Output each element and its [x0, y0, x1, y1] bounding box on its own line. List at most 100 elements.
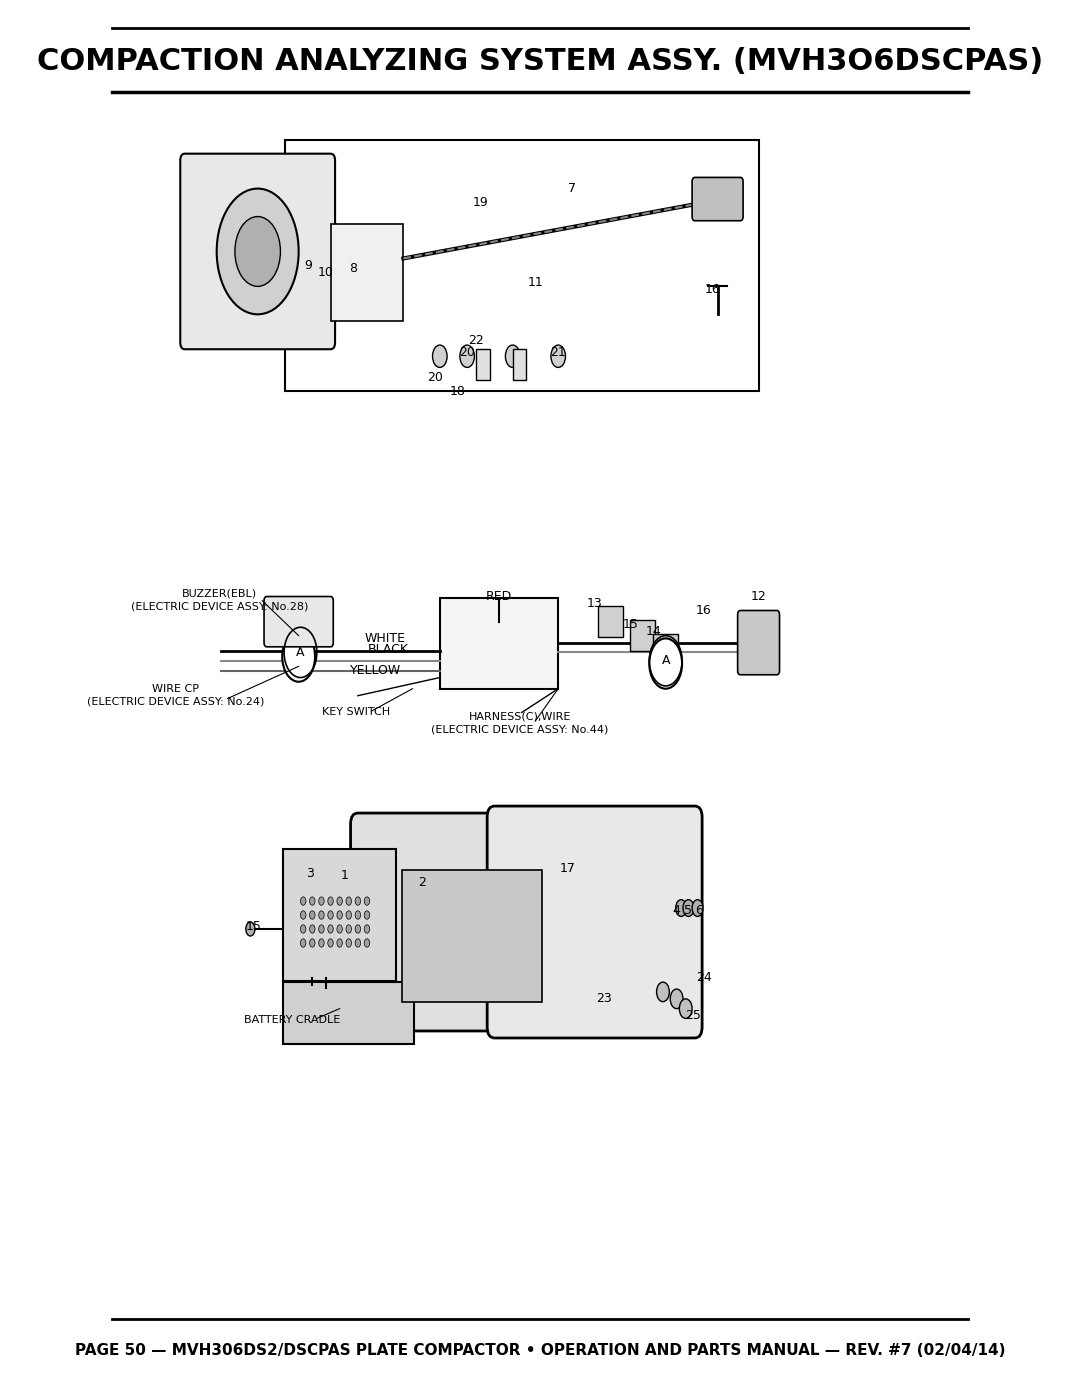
Text: 10: 10: [318, 265, 334, 279]
Text: (ELECTRIC DEVICE ASSY: No.44): (ELECTRIC DEVICE ASSY: No.44): [431, 724, 609, 735]
Text: BUZZER(EBL): BUZZER(EBL): [181, 588, 257, 599]
FancyBboxPatch shape: [598, 606, 623, 637]
Text: 16: 16: [697, 604, 712, 617]
Text: HARNESS(C),WIRE: HARNESS(C),WIRE: [469, 711, 571, 722]
Text: RED: RED: [486, 590, 512, 604]
Text: BATTERY CRADLE: BATTERY CRADLE: [244, 1014, 340, 1025]
Text: 20: 20: [459, 345, 475, 359]
Circle shape: [355, 939, 361, 947]
Circle shape: [217, 189, 299, 314]
Circle shape: [310, 925, 315, 933]
Circle shape: [319, 939, 324, 947]
Circle shape: [300, 939, 306, 947]
FancyBboxPatch shape: [738, 610, 780, 675]
Text: 17: 17: [559, 862, 576, 876]
Text: COMPACTION ANALYZING SYSTEM ASSY. (MVH3O6DSCPAS): COMPACTION ANALYZING SYSTEM ASSY. (MVH3O…: [37, 47, 1043, 75]
Circle shape: [310, 911, 315, 919]
Circle shape: [364, 897, 369, 905]
FancyBboxPatch shape: [283, 982, 415, 1044]
Text: 12: 12: [751, 590, 767, 604]
FancyBboxPatch shape: [692, 177, 743, 221]
Text: 5: 5: [685, 904, 692, 918]
FancyBboxPatch shape: [487, 806, 702, 1038]
FancyBboxPatch shape: [440, 598, 558, 689]
FancyBboxPatch shape: [264, 597, 334, 647]
Text: WHITE: WHITE: [365, 631, 406, 645]
Text: 19: 19: [473, 196, 488, 210]
Text: 16: 16: [705, 282, 721, 296]
Circle shape: [300, 897, 306, 905]
Circle shape: [310, 897, 315, 905]
Text: WIRE CP: WIRE CP: [152, 683, 199, 694]
Circle shape: [346, 897, 351, 905]
Circle shape: [246, 922, 255, 936]
FancyBboxPatch shape: [283, 849, 396, 981]
Circle shape: [337, 897, 342, 905]
Circle shape: [649, 638, 683, 689]
Circle shape: [692, 900, 703, 916]
Circle shape: [282, 631, 315, 682]
Text: 18: 18: [450, 384, 465, 398]
Circle shape: [310, 939, 315, 947]
Text: 20: 20: [428, 370, 443, 384]
Circle shape: [671, 989, 683, 1009]
FancyBboxPatch shape: [476, 349, 490, 380]
Circle shape: [505, 345, 519, 367]
FancyBboxPatch shape: [402, 870, 542, 1002]
Circle shape: [460, 345, 474, 367]
FancyBboxPatch shape: [351, 813, 684, 1031]
Circle shape: [337, 911, 342, 919]
Circle shape: [676, 900, 687, 916]
Text: KEY SWITCH: KEY SWITCH: [322, 707, 390, 718]
Circle shape: [328, 925, 334, 933]
Text: 23: 23: [596, 992, 611, 1006]
Circle shape: [337, 925, 342, 933]
Circle shape: [355, 897, 361, 905]
Text: 25: 25: [685, 1009, 701, 1023]
Circle shape: [364, 911, 369, 919]
Circle shape: [364, 925, 369, 933]
Circle shape: [679, 999, 692, 1018]
Text: 4: 4: [673, 904, 680, 918]
Circle shape: [551, 345, 566, 367]
Circle shape: [319, 925, 324, 933]
Circle shape: [234, 217, 281, 286]
Text: 1: 1: [340, 869, 348, 883]
Text: 24: 24: [697, 971, 712, 985]
FancyBboxPatch shape: [330, 224, 404, 321]
Text: 13: 13: [586, 597, 603, 610]
Text: 8: 8: [349, 261, 357, 275]
Text: 11: 11: [527, 275, 543, 289]
Text: 6: 6: [696, 904, 703, 918]
Circle shape: [319, 897, 324, 905]
Circle shape: [328, 897, 334, 905]
Text: 22: 22: [469, 334, 484, 348]
Text: 14: 14: [646, 624, 662, 638]
FancyBboxPatch shape: [653, 634, 677, 665]
Circle shape: [355, 911, 361, 919]
Text: 15: 15: [245, 919, 261, 933]
Text: 2: 2: [418, 876, 426, 890]
Text: A: A: [296, 645, 305, 659]
Text: A: A: [661, 654, 670, 668]
Circle shape: [337, 939, 342, 947]
Text: BLACK: BLACK: [367, 643, 408, 657]
Circle shape: [683, 900, 694, 916]
Circle shape: [432, 345, 447, 367]
Circle shape: [300, 911, 306, 919]
Text: (ELECTRIC DEVICE ASSY: No.24): (ELECTRIC DEVICE ASSY: No.24): [87, 696, 265, 707]
Circle shape: [300, 925, 306, 933]
FancyBboxPatch shape: [630, 620, 654, 651]
Circle shape: [355, 925, 361, 933]
Circle shape: [346, 925, 351, 933]
Text: 7: 7: [568, 182, 576, 196]
FancyBboxPatch shape: [285, 140, 758, 391]
Circle shape: [328, 939, 334, 947]
Text: 9: 9: [303, 258, 312, 272]
Text: YELLOW: YELLOW: [350, 664, 402, 678]
Circle shape: [346, 911, 351, 919]
Text: 21: 21: [551, 345, 566, 359]
Circle shape: [319, 911, 324, 919]
Text: 3: 3: [307, 866, 314, 880]
Text: 15: 15: [623, 617, 639, 631]
